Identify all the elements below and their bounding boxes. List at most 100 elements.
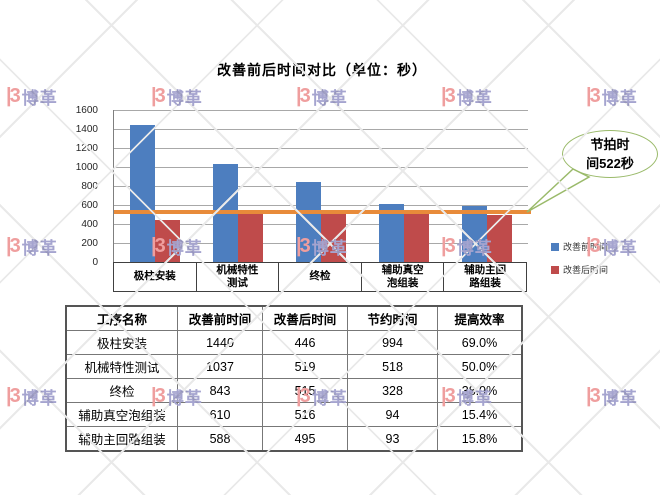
boge-watermark: |3 博革 (151, 84, 203, 109)
legend-label: 改善后时间 (563, 265, 609, 275)
legend-item-after: 改善后时间 (551, 263, 608, 276)
table-cell: 94 (347, 402, 438, 427)
table-row: 辅助主回路组装 588 495 93 15.8% (65, 426, 523, 452)
boge-logo-text: 博革 (601, 389, 638, 408)
bar-after-improvement (403, 212, 429, 262)
boge-logo-text: 博革 (456, 89, 493, 108)
boge-logo-icon: |3 (6, 85, 21, 107)
table-cell: 1037 (177, 354, 263, 379)
table-cell: 328 (347, 378, 438, 403)
table-row: 极柱安装 1440 446 994 69.0% (65, 330, 523, 355)
bar-after-improvement (238, 212, 264, 262)
y-axis-tick-label: 600 (81, 200, 98, 211)
boge-watermark: |3 博革 (6, 384, 58, 409)
table-cell: 69.0% (437, 330, 523, 355)
boge-watermark: |3 博革 (441, 84, 493, 109)
table-cell: 495 (262, 426, 348, 452)
category-label-line: 辅助真空 (381, 263, 424, 276)
boge-logo-icon: |3 (586, 85, 601, 107)
category-axis: 极柱安装 机械特性 测试 终检 辅助真空 泡组装 辅助主回 路组装 (113, 262, 527, 292)
bar-before-improvement (130, 125, 156, 262)
boge-watermark: |3 博革 (586, 384, 638, 409)
gridline (114, 110, 528, 111)
table-cell: 93 (347, 426, 438, 452)
category-label: 辅助真空 泡组装 (360, 263, 444, 291)
y-axis-tick-label: 1000 (75, 162, 98, 173)
table-header-cell: 改善前时间 (177, 305, 263, 331)
table-cell: 516 (262, 402, 348, 427)
bar-after-improvement (321, 213, 346, 262)
table-cell: 1440 (177, 330, 263, 355)
y-axis-tick-label: 1200 (75, 143, 98, 154)
gridline (114, 148, 528, 149)
category-label: 机械特性 测试 (195, 263, 279, 291)
legend-swatch (551, 242, 559, 251)
y-axis-tick-label: 1600 (75, 105, 98, 116)
category-label: 极柱安装 (114, 263, 196, 291)
bar-after-improvement (155, 219, 181, 262)
boge-watermark: |3 博革 (586, 84, 638, 109)
table-row: 辅助真空泡组装 610 516 94 15.4% (65, 402, 523, 427)
category-label-line: 路组装 (469, 277, 501, 289)
table-cell: 15.4% (437, 402, 523, 427)
category-label: 终检 (278, 263, 361, 291)
legend-item-before: 改善前时间 (551, 240, 608, 253)
boge-watermark: |3 博革 (296, 84, 348, 109)
category-label-line: 泡组装 (386, 277, 419, 289)
y-axis-tick-label: 800 (81, 181, 98, 192)
table-header-row: 工序名称 改善前时间 改善后时间 节约时间 提高效率 (65, 305, 523, 331)
table-cell: 辅助主回路组装 (65, 426, 178, 452)
table-cell: 588 (177, 426, 263, 452)
gridline (114, 129, 528, 130)
table-cell: 446 (262, 330, 348, 355)
y-axis: 0 200 400 600 800 1000 1200 1400 1600 (40, 105, 98, 270)
category-label-line: 辅助主回 (464, 263, 507, 276)
plot-area (113, 110, 531, 262)
boge-logo-text: 博革 (166, 89, 203, 108)
category-label-line: 终检 (309, 270, 331, 283)
boge-logo-text: 博革 (601, 89, 638, 108)
table-body: 极柱安装 1440 446 994 69.0% 机械特性测试 1037 519 518 50.0%… (65, 330, 523, 452)
y-axis-tick-label: 1400 (75, 124, 98, 135)
boge-logo-text: 博革 (21, 389, 58, 408)
table-cell: 极柱安装 (65, 330, 178, 355)
table-cell: 50.0% (437, 354, 523, 379)
table-cell: 518 (347, 354, 438, 379)
category-label: 辅助主回 路组装 (443, 263, 526, 291)
table-cell: 15.8% (437, 426, 523, 452)
boge-logo-icon: |3 (586, 385, 601, 407)
bar-before-improvement (461, 206, 487, 262)
table-header-cell: 改善后时间 (262, 305, 348, 331)
table-cell: 515 (262, 378, 348, 403)
table-row: 终检 843 515 328 38.9% (65, 378, 523, 403)
table-row: 机械特性测试 1037 519 518 50.0% (65, 354, 523, 379)
table-cell: 终检 (65, 378, 178, 403)
boge-logo-icon: |3 (6, 235, 21, 257)
category-label-line: 极柱安装 (133, 270, 176, 283)
boge-logo-icon: |3 (6, 385, 21, 407)
table-cell: 610 (177, 402, 263, 427)
boge-logo-icon: |3 (296, 85, 311, 107)
table-cell: 辅助真空泡组装 (65, 402, 178, 427)
bar-after-improvement (486, 214, 512, 262)
table-header-cell: 提高效率 (437, 305, 523, 331)
table-cell: 519 (262, 354, 348, 379)
gridline (114, 186, 528, 187)
table-cell: 843 (177, 378, 263, 403)
bar-before-improvement (296, 181, 321, 262)
category-label-line: 测试 (226, 277, 248, 289)
chart-title: 改善前后时间对比（单位：秒） (217, 62, 427, 78)
process-time-table: 工序名称 改善前时间 改善后时间 节约时间 提高效率 极柱安装 1440 446 994 69.… (65, 305, 523, 452)
y-axis-tick-label: 200 (81, 238, 98, 249)
takt-time-line (114, 210, 531, 215)
table-cell: 994 (347, 330, 438, 355)
boge-logo-icon: |3 (151, 85, 166, 107)
legend-swatch (551, 265, 559, 274)
table-cell: 机械特性测试 (65, 354, 178, 379)
table-header-cell: 节约时间 (347, 305, 438, 331)
category-label-line: 机械特性 (216, 263, 259, 276)
table-header-cell: 工序名称 (65, 305, 178, 331)
boge-logo-text: 博革 (311, 89, 348, 108)
chart-legend: 改善前时间改善后时间 (551, 240, 608, 286)
